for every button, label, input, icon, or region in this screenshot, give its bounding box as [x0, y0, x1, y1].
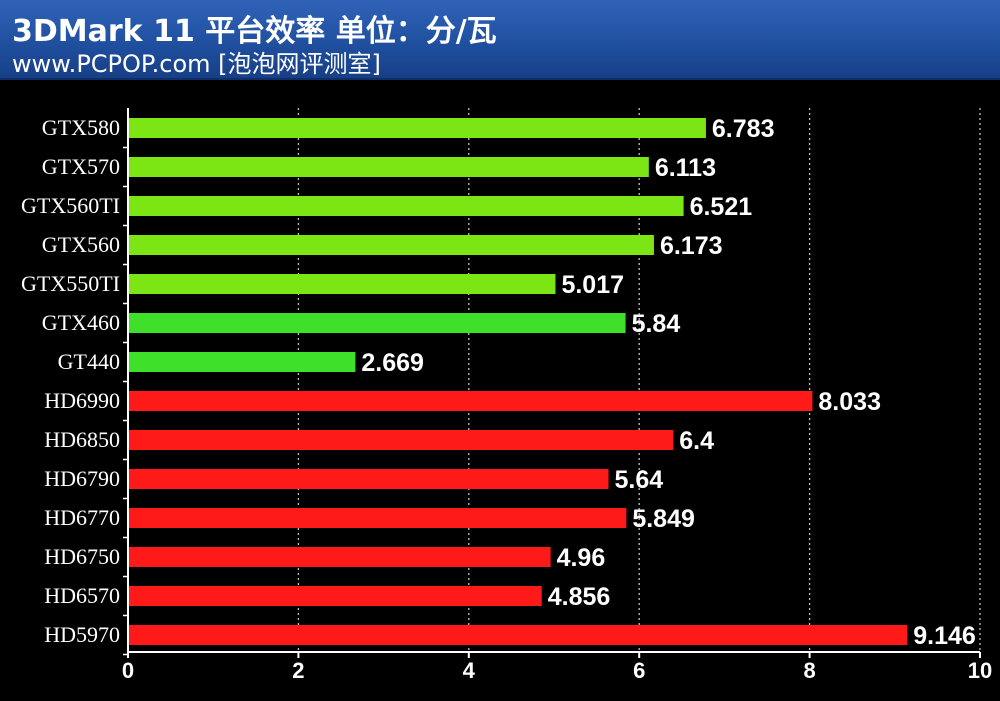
x-tick-label-10: 10 [968, 658, 992, 683]
bar-hd6990 [128, 391, 813, 411]
value-label-hd6990: 8.033 [818, 388, 881, 416]
category-label-gtx550ti: GTX550TI [21, 271, 120, 296]
labels: 6.783 GTX580 6.113 GTX570 6.521 GTX560TI 6.173… [21, 115, 992, 683]
category-label-gtx570: GTX570 [42, 154, 120, 179]
bar-gtx580 [128, 118, 706, 138]
x-tick-label-8: 8 [803, 658, 815, 683]
category-label-hd6990: HD6990 [44, 388, 120, 413]
bar-gtx460 [128, 313, 626, 333]
chart-title: 3DMark 11 平台效率 单位：分/瓦 [12, 14, 497, 49]
chart-subtitle: www.PCPOP.com [泡泡网评测室] [12, 50, 381, 78]
category-label-gt440: GT440 [58, 349, 120, 374]
value-label-gtx460: 5.84 [632, 310, 681, 338]
value-label-gtx560: 6.173 [660, 232, 723, 260]
category-label-gtx580: GTX580 [42, 115, 120, 140]
value-label-gt440: 2.669 [361, 349, 424, 377]
value-label-hd6570: 4.856 [548, 583, 611, 611]
bar-hd6570 [128, 586, 542, 606]
category-label-hd6570: HD6570 [44, 583, 120, 608]
category-label-gtx460: GTX460 [42, 310, 120, 335]
bar-hd6770 [128, 508, 627, 528]
x-tick-label-2: 2 [292, 658, 304, 683]
category-label-gtx560: GTX560 [42, 232, 120, 257]
bars [128, 118, 908, 645]
bar-hd6850 [128, 430, 674, 450]
x-tick-label-0: 0 [122, 658, 134, 683]
value-label-gtx550ti: 5.017 [561, 271, 624, 299]
category-label-gtx560ti: GTX560TI [21, 193, 120, 218]
bar-gtx550ti [128, 274, 556, 294]
bar-gtx570 [128, 157, 649, 177]
category-label-hd5970: HD5970 [44, 622, 120, 647]
category-label-hd6750: HD6750 [44, 544, 120, 569]
value-label-hd6790: 5.64 [615, 466, 664, 494]
value-label-hd6770: 5.849 [632, 505, 695, 533]
bar-hd6750 [128, 547, 551, 567]
grid-lines [297, 108, 981, 652]
value-label-gtx560ti: 6.521 [690, 193, 753, 221]
value-label-gtx570: 6.113 [655, 154, 716, 182]
bar-gtx560ti [128, 196, 684, 216]
category-label-hd6770: HD6770 [44, 505, 120, 530]
bar-gt440 [128, 352, 356, 372]
value-label-hd6750: 4.96 [557, 544, 606, 572]
bar-hd6790 [128, 469, 609, 489]
category-label-hd6790: HD6790 [44, 466, 120, 491]
axes [123, 108, 981, 658]
x-tick-label-6: 6 [633, 658, 645, 683]
bar-hd5970 [128, 625, 908, 645]
chart-header: 3DMark 11 平台效率 单位：分/瓦 www.PCPOP.com [泡泡网… [0, 0, 1000, 80]
value-label-gtx580: 6.783 [712, 115, 775, 143]
category-label-hd6850: HD6850 [44, 427, 120, 452]
bar-gtx560 [128, 235, 654, 255]
value-label-hd6850: 6.4 [679, 427, 714, 455]
x-tick-label-4: 4 [463, 658, 476, 683]
value-label-hd5970: 9.146 [913, 622, 976, 650]
